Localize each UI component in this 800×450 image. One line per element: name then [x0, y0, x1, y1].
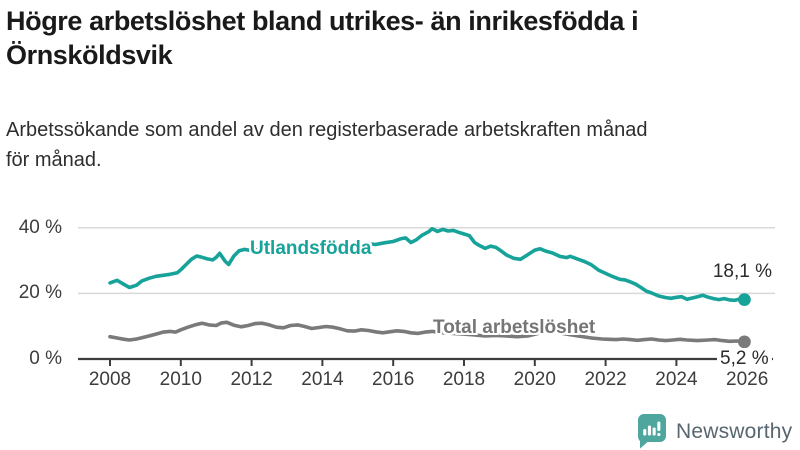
x-tick-label: 2026 — [726, 369, 769, 390]
end-value-label-utlandsfodda: 18,1 % — [712, 261, 772, 282]
newsworthy-logo-text: Newsworthy — [676, 419, 793, 443]
x-tick-label: 2020 — [513, 369, 556, 390]
x-tick-label: 2016 — [372, 369, 415, 390]
series-line-utlandsfodda — [108, 226, 747, 303]
x-tick-label: 2012 — [230, 369, 273, 390]
end-value-label-total: 5,2 % — [717, 348, 772, 369]
newsworthy-logo: Newsworthy — [638, 414, 792, 449]
series-label-total-arbetsloshet: Total arbetslöshet — [433, 317, 596, 338]
x-tick-label: 2014 — [301, 369, 344, 390]
x-tick-label: 2022 — [584, 369, 627, 390]
x-tick-label: 2024 — [655, 369, 698, 390]
page-subtitle: Arbetssökande som andel av den registerb… — [6, 119, 648, 171]
x-tick-label: 2008 — [88, 369, 132, 390]
series-end-dot — [738, 335, 751, 349]
x-tick-label: 2018 — [442, 369, 486, 390]
x-tick-label: 2010 — [159, 369, 202, 390]
newsworthy-chart-bubble-icon — [638, 414, 666, 449]
y-tick-label: 40 % — [18, 216, 62, 238]
y-tick-label: 20 % — [18, 282, 62, 304]
y-tick-label: 0 % — [29, 348, 62, 369]
series-label-utlandsfodda: Utlandsfödda — [250, 238, 372, 259]
page-title: Högre arbetslöshet bland utrikes- än inr… — [6, 6, 639, 70]
series-line-total — [108, 320, 747, 344]
series-end-dot — [738, 293, 751, 306]
